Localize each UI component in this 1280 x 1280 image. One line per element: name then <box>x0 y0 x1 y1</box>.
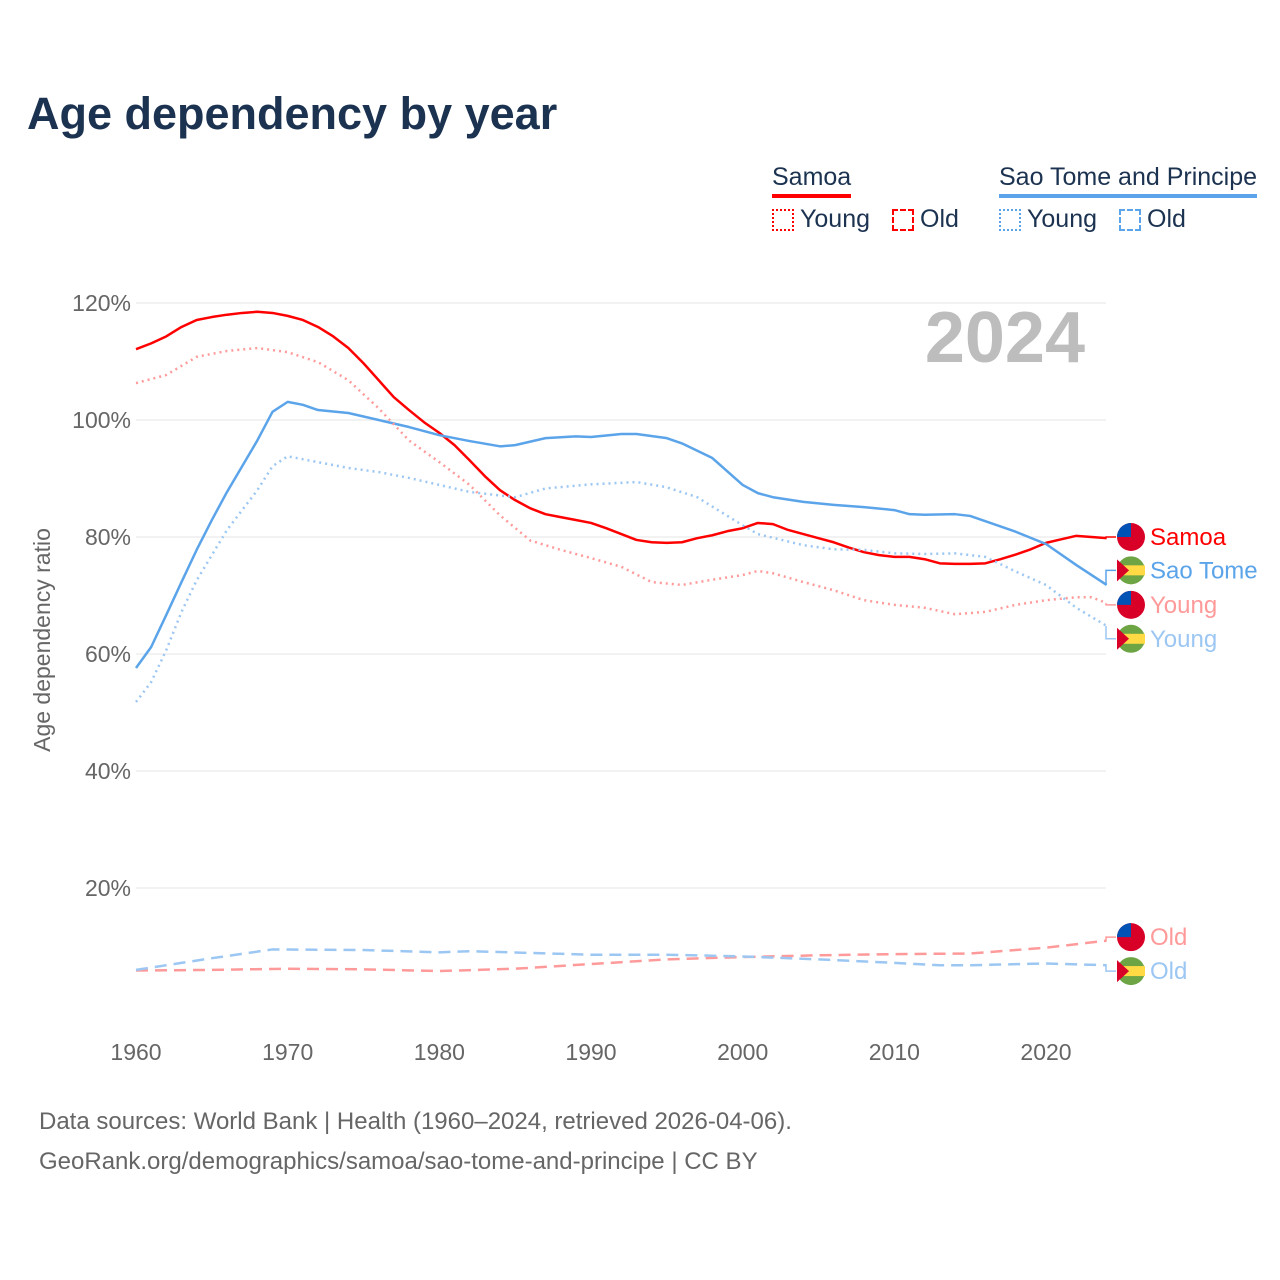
series-line-samoa-young <box>135 346 1108 616</box>
series-line-sao-tome-and-principe <box>134 400 1108 669</box>
flag-triangle <box>1117 559 1129 582</box>
dashed-swatch-icon <box>892 208 914 231</box>
dashed-swatch-icon <box>1119 208 1141 231</box>
label-connector <box>1105 569 1116 585</box>
flag-band <box>1117 633 1145 644</box>
x-tick-label: 1980 <box>414 1039 465 1065</box>
flag-band <box>1117 966 1145 977</box>
legend-samoa-old[interactable]: Old <box>892 205 959 234</box>
legend-sao-tome[interactable]: Sao Tome and Principe <box>999 163 1258 198</box>
flag-samoa-icon <box>1117 590 1145 619</box>
label-connector <box>1105 536 1116 539</box>
x-tick-label: 2000 <box>717 1039 768 1065</box>
year-label: 2024 <box>925 298 1085 378</box>
series-line-samoa <box>135 310 1107 566</box>
chart-title: Age dependency by year <box>27 88 558 139</box>
x-tick-label: 2010 <box>869 1039 920 1065</box>
x-tick-label: 1970 <box>262 1039 313 1065</box>
y-tick-label: 80% <box>85 524 131 550</box>
end-label: Young <box>1150 592 1217 619</box>
end-label: Old <box>1150 924 1187 951</box>
flag-triangle <box>1117 627 1129 650</box>
y-axis-label: Age dependency ratio <box>29 528 55 752</box>
label-connector <box>1105 936 1116 941</box>
flag-band <box>1117 565 1145 576</box>
label-connector <box>1105 965 1116 972</box>
legend-samoa-young[interactable]: Young <box>772 205 870 234</box>
x-tick-label: 1960 <box>110 1039 161 1065</box>
end-label: Samoa <box>1150 524 1227 551</box>
source-text: Data sources: World Bank | Health (1960–… <box>39 1108 792 1135</box>
series-line-sao-tome-and-principe-old <box>135 948 1107 972</box>
source-url[interactable]: GeoRank.org/demographics/samoa/sao-tome-… <box>39 1148 758 1175</box>
y-tick-label: 20% <box>85 875 131 901</box>
legend-label: Old <box>920 205 959 233</box>
end-label: Young <box>1150 626 1217 653</box>
flag-sao-tome-icon <box>1117 556 1145 585</box>
label-connector <box>1105 603 1116 606</box>
flag-canton <box>1117 523 1131 537</box>
flag-samoa-icon <box>1117 523 1145 551</box>
flag-canton <box>1117 590 1131 605</box>
dotted-swatch-icon <box>772 208 794 231</box>
dotted-swatch-icon <box>999 208 1021 231</box>
flag-samoa-icon <box>1117 923 1145 952</box>
legend-label: Young <box>1027 205 1097 233</box>
y-tick-label: 60% <box>85 641 131 667</box>
legend-stp-young[interactable]: Young <box>999 205 1097 234</box>
flag-triangle <box>1117 960 1129 983</box>
end-label: Old <box>1150 958 1187 985</box>
series-line-sao-tome-and-principe-young <box>135 455 1108 703</box>
y-tick-label: 100% <box>72 407 131 433</box>
legend-samoa[interactable]: Samoa <box>772 163 852 198</box>
x-tick-label: 2020 <box>1020 1039 1071 1065</box>
flag-sao-tome-icon <box>1117 957 1145 986</box>
legend-label: Young <box>800 205 870 233</box>
y-tick-label: 120% <box>72 290 131 316</box>
legend-label: Old <box>1147 205 1186 233</box>
y-tick-label: 40% <box>85 758 131 784</box>
end-label: Sao Tome <box>1150 557 1258 584</box>
series-line-samoa-old <box>135 939 1107 973</box>
flag-canton <box>1117 923 1131 938</box>
legend-stp-old[interactable]: Old <box>1119 205 1186 234</box>
x-tick-label: 1990 <box>565 1039 616 1065</box>
flag-sao-tome-icon <box>1117 624 1145 653</box>
label-connector <box>1105 625 1116 640</box>
